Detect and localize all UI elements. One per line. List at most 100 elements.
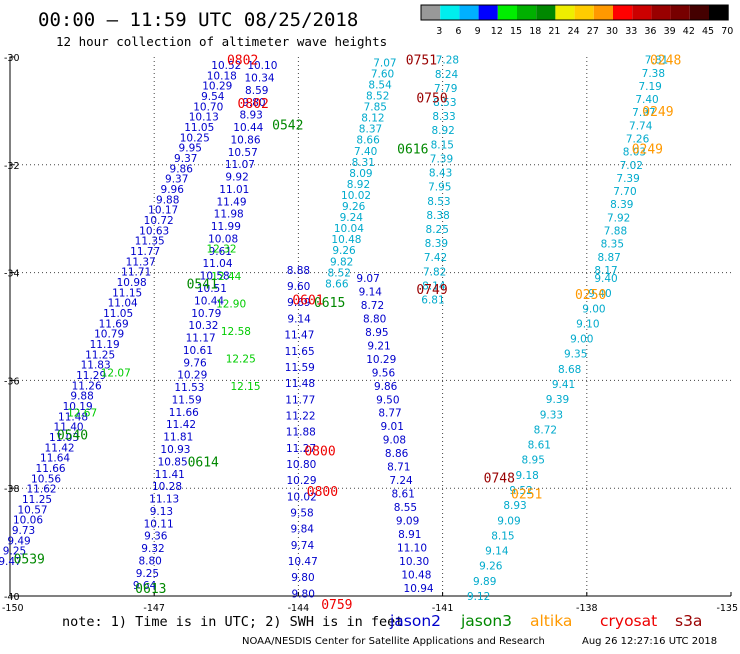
colorbar-swatch xyxy=(497,5,517,20)
wave-height-value: 10.32 xyxy=(188,320,218,332)
wave-height-value: 12.32 xyxy=(206,243,236,255)
colorbar-swatch xyxy=(440,5,460,20)
wave-height-value: 10.61 xyxy=(183,345,213,357)
wave-height-value: 8.03 xyxy=(623,147,646,159)
wave-height-value: 9.18 xyxy=(515,470,538,482)
wave-height-value: 9.73 xyxy=(12,525,35,537)
wave-height-value: 10.85 xyxy=(158,456,188,468)
wave-height-value: 8.72 xyxy=(361,300,384,312)
wave-height-value: 9.86 xyxy=(170,163,194,175)
pass-time-label: 0249 xyxy=(632,143,663,158)
wave-height-value: 8.43 xyxy=(429,168,452,180)
colorbar-swatch xyxy=(478,5,498,20)
wave-height-value: 9.58 xyxy=(290,507,313,519)
track-jason2-middle: 10.1010.348.599.808.9310.4410.8610.5711.… xyxy=(133,60,277,592)
wave-height-value: 12.44 xyxy=(211,271,241,283)
wave-height-value: 7.95 xyxy=(428,182,451,194)
wave-height-value: 9.49 xyxy=(7,535,30,547)
colorbar-tick-label: 33 xyxy=(625,26,637,37)
wave-height-value: 7.88 xyxy=(604,225,627,237)
colorbar-tick-label: 39 xyxy=(664,26,676,37)
longitude-tick-label: -144 xyxy=(288,603,310,614)
wave-height-value: 7.74 xyxy=(629,120,653,132)
wave-height-value: 9.07 xyxy=(356,273,379,285)
wave-height-value: 11.35 xyxy=(135,236,165,248)
wave-height-value: 10.29 xyxy=(366,354,396,366)
wave-height-value: 9.01 xyxy=(381,421,404,433)
wave-height-value: 12.25 xyxy=(226,353,256,365)
wave-height-value: 9.26 xyxy=(342,201,366,213)
wave-height-value: 7.60 xyxy=(371,68,394,80)
wave-height-value: 10.79 xyxy=(191,308,221,320)
wave-height-value: 8.38 xyxy=(426,210,449,222)
wave-height-value: 8.52 xyxy=(366,91,389,103)
wave-height-value: 10.25 xyxy=(180,132,210,144)
wave-height-value: 11.47 xyxy=(284,330,314,342)
wave-height-value: 9.26 xyxy=(479,561,503,573)
wave-height-value: 11.04 xyxy=(202,258,232,270)
colorbar-tick-label: 42 xyxy=(683,26,695,37)
wave-height-value: 7.92 xyxy=(607,212,630,224)
wave-height-value: 8.39 xyxy=(425,238,448,250)
track-east-track: 7.817.387.197.407.977.74 7.268.037.027.39… xyxy=(594,55,668,277)
wave-height-value: 7.40 xyxy=(354,146,377,158)
wave-height-value: 10.28 xyxy=(152,481,182,493)
satellite-legend: jason2 jason3 altika cryosat s3a xyxy=(389,612,702,630)
pass-time-label: 0541 xyxy=(187,277,218,292)
wave-height-value: 8.95 xyxy=(522,455,545,467)
wave-height-value: 10.34 xyxy=(245,72,275,84)
wave-height-value: 9.89 xyxy=(473,576,496,588)
wave-height-value: 9.25 xyxy=(136,568,159,580)
wave-height-value: 8.37 xyxy=(359,124,382,136)
wave-height-value: 7.39 xyxy=(430,153,453,165)
longitude-tick-label: -150 xyxy=(2,603,24,614)
colorbar-tick-label: 27 xyxy=(587,26,599,37)
wave-height-value: 10.86 xyxy=(230,134,260,146)
pass-time-label: 0613 xyxy=(135,582,166,597)
wave-height-value: 9.74 xyxy=(291,540,315,552)
wave-height-value: 9.13 xyxy=(150,506,173,518)
pass-time-label: 0759 xyxy=(321,598,352,613)
wave-height-value: 7.81 xyxy=(645,55,668,67)
latitude-axis: -30 -32 -34 -36 -38 -40 xyxy=(4,53,20,603)
colorbar-swatch xyxy=(421,5,441,20)
wave-height-value: 9.88 xyxy=(156,194,179,206)
colorbar-tick-label: 6 xyxy=(455,26,461,37)
pass-time-labels: 0802080205420751075006160248024902490541… xyxy=(14,54,682,613)
pass-time-label: 0616 xyxy=(397,143,428,158)
wave-height-value: 9.80 xyxy=(292,588,315,600)
figure-subtitle: 12 hour collection of altimeter wave hei… xyxy=(56,34,387,49)
pass-time-label: 0251 xyxy=(511,488,542,503)
wave-height-value: 10.48 xyxy=(401,569,431,581)
wave-height-value: 8.25 xyxy=(426,224,449,236)
wave-height-value: 10.44 xyxy=(194,295,224,307)
latitude-tick-label: -30 xyxy=(4,53,20,64)
wave-height-value: 10.56 xyxy=(31,473,61,485)
wave-height-value: 10.51 xyxy=(197,283,227,295)
wave-height-value: 11.53 xyxy=(174,382,204,394)
latitude-tick-label: -34 xyxy=(4,269,20,280)
wave-height-value: 9.08 xyxy=(383,435,406,447)
track-s3a-north: 7.077.608.548.527.858.128.378.667.408.31… xyxy=(325,57,396,290)
wave-height-value: 8.61 xyxy=(392,489,415,501)
wave-height-value: 10.93 xyxy=(160,444,190,456)
wave-height-value: 10.57 xyxy=(228,147,258,159)
pass-time-label: 0249 xyxy=(642,105,673,120)
wave-height-value: 10.58 xyxy=(200,271,230,283)
wave-height-value: 8.66 xyxy=(356,135,380,147)
wave-height-value: 8.54 xyxy=(368,79,392,91)
map-frame xyxy=(9,57,731,597)
wave-height-value: 11.98 xyxy=(214,209,244,221)
wave-height-value: 10.94 xyxy=(404,583,434,595)
wave-height-value: 11.17 xyxy=(186,333,216,345)
wave-height-value: 9.60 xyxy=(287,281,310,293)
wave-height-value: 8.35 xyxy=(601,239,624,251)
wave-height-value: 11.69 xyxy=(99,318,129,330)
pass-time-label: 0750 xyxy=(416,91,447,106)
colorbar-swatch xyxy=(536,5,556,20)
colorbar-border xyxy=(420,4,729,21)
wave-height-value: 8.66 xyxy=(325,278,349,290)
wave-height-value: 10.63 xyxy=(139,225,169,237)
